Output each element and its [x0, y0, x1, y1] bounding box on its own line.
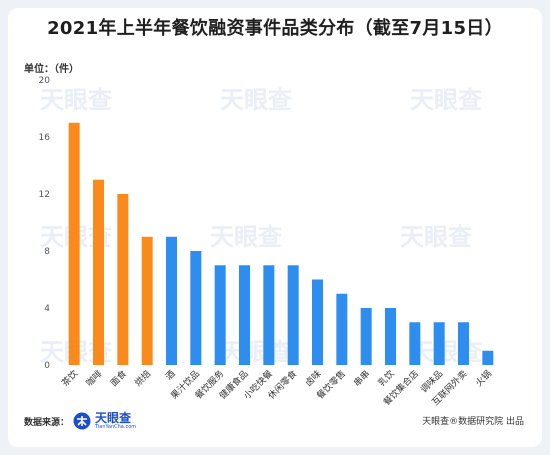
x-tick-label: 面食: [108, 368, 129, 389]
watermark-text: 天眼查: [40, 86, 112, 114]
bar-餐饮集合店: [409, 322, 421, 365]
bar-烘焙: [141, 236, 153, 365]
bar-酒: [166, 236, 177, 365]
watermark-text: 天眼查: [220, 86, 292, 114]
x-tick-label: 火锅: [473, 368, 494, 389]
x-tick-label: 茶饮: [59, 368, 80, 389]
bar-餐饮服务: [214, 265, 226, 365]
x-tick-label: 酒: [163, 368, 177, 382]
y-tick-label: 4: [44, 304, 50, 314]
source-label: 数据来源：: [24, 417, 70, 428]
bar-面食: [117, 194, 129, 365]
y-tick-label: 8: [44, 247, 50, 257]
y-tick-label: 16: [39, 133, 51, 143]
x-tick-label: 烘焙: [132, 368, 153, 389]
logo-domain: TianYanCha.com: [95, 424, 137, 430]
data-source: 数据来源： 天眼查 TianYanCha.com: [24, 412, 136, 430]
watermark-text: 天眼查: [400, 223, 472, 251]
y-tick-label: 0: [44, 361, 50, 371]
watermark-text: 天眼查: [220, 338, 292, 366]
watermark-text: 天眼查: [410, 86, 482, 114]
bar-餐饮零售: [336, 293, 348, 365]
bar-乳饮: [385, 308, 396, 365]
logo-name: 天眼查: [95, 411, 132, 425]
bar-果汁饮品: [190, 251, 202, 365]
source-logo: 天眼查 TianYanCha.com: [95, 412, 136, 430]
y-axis-unit-label: 单位：（件）: [24, 64, 79, 75]
x-tick-label: 串串: [352, 368, 373, 389]
bar-串串: [360, 308, 372, 365]
bar-小吃快餐: [263, 265, 275, 365]
watermark-text: 天眼查: [210, 223, 282, 251]
bar-调味品: [433, 322, 445, 365]
bar-卤味: [312, 279, 323, 365]
tianyancha-logo-icon: [73, 412, 91, 430]
bar-茶饮: [68, 122, 80, 365]
bar-咖啡: [93, 179, 104, 365]
x-tick-label: 乳饮: [375, 368, 396, 389]
y-tick-label: 12: [39, 190, 50, 200]
chart-title: 2021年上半年餐饮融资事件品类分布（截至7月15日）: [47, 18, 503, 39]
bar-休闲零食: [287, 265, 299, 365]
watermark-text: 天眼查: [410, 338, 482, 366]
y-tick-label: 20: [39, 76, 51, 86]
bars: [68, 122, 494, 365]
x-tick-label: 卤味: [302, 368, 323, 389]
bar-火锅: [482, 350, 494, 365]
bar-健康食品: [239, 265, 250, 365]
bar-互联网外卖: [458, 322, 469, 365]
credit-text: 天眼查®数据研究院 出品: [422, 417, 524, 427]
x-tick-label: 咖啡: [83, 368, 104, 389]
y-axis: 0 4 8 12 16 20: [39, 76, 51, 371]
